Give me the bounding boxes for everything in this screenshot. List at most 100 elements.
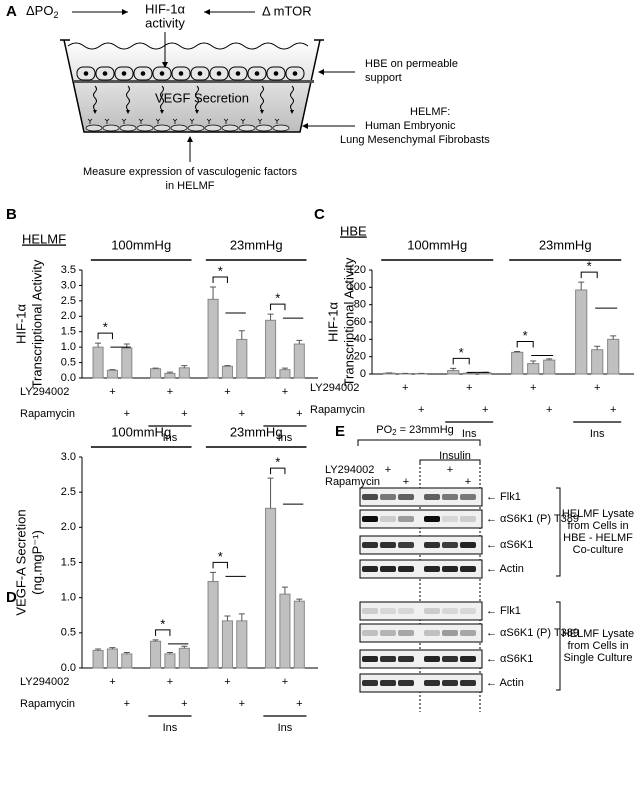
error-bar xyxy=(296,598,303,602)
group-label: HBE - HELMF xyxy=(563,532,633,544)
band xyxy=(362,566,378,572)
error-bar xyxy=(514,350,521,353)
fibroblast xyxy=(102,124,120,132)
condition-mark: + xyxy=(296,408,302,420)
band xyxy=(398,566,414,572)
condition-mark: + xyxy=(124,408,130,420)
band xyxy=(362,542,378,548)
panel-label: D xyxy=(6,589,17,606)
significance-star: * xyxy=(459,345,464,360)
y-tick-label: 1.5 xyxy=(61,556,76,568)
y-tick-label: 3.5 xyxy=(61,264,76,276)
error-bar xyxy=(152,367,159,369)
receptor xyxy=(274,118,280,124)
fibroblast xyxy=(238,124,256,132)
group-label: from Cells in xyxy=(567,640,628,652)
condition-mark: + xyxy=(296,698,302,710)
condition-mark: + xyxy=(167,676,173,688)
panel-label: A xyxy=(6,3,17,20)
band-label: ← αS6K1 xyxy=(486,539,533,551)
hif-text: activity xyxy=(145,15,185,30)
bar xyxy=(591,349,604,375)
band xyxy=(460,494,476,500)
hbe-cells xyxy=(76,66,305,81)
group-label: Co-culture xyxy=(573,544,624,556)
y-axis-label: HIF-1α xyxy=(13,304,28,345)
bracket xyxy=(357,439,481,446)
bracket xyxy=(419,459,481,463)
band xyxy=(380,566,396,572)
bar xyxy=(293,343,305,379)
y-tick-label: 40 xyxy=(354,333,366,345)
bracket xyxy=(556,487,561,691)
band xyxy=(380,494,396,500)
condition-mark: + xyxy=(418,404,424,416)
band xyxy=(460,630,476,636)
po2-text: ΔPO2 xyxy=(26,3,58,20)
bar xyxy=(265,319,277,379)
secretion-text: VEGF Secretion xyxy=(155,90,249,105)
group-label: HELMF Lysate xyxy=(562,628,634,640)
condition-mark: + xyxy=(282,676,288,688)
band xyxy=(442,608,458,614)
squiggle xyxy=(160,85,164,111)
band xyxy=(362,656,378,662)
row-label: Rapamycin xyxy=(20,698,75,710)
band xyxy=(460,680,476,686)
band xyxy=(460,656,476,662)
y-tick-label: 0.5 xyxy=(61,627,76,639)
bar xyxy=(511,351,524,375)
band xyxy=(362,516,378,522)
arrowhead xyxy=(260,110,264,114)
nucleus xyxy=(216,71,222,76)
error-bar xyxy=(166,652,173,654)
error-bar xyxy=(181,645,188,649)
y-tick-label: 3.0 xyxy=(61,279,76,291)
error-bar xyxy=(530,360,537,364)
condition-mark: + xyxy=(109,676,115,688)
significance-star: * xyxy=(218,549,223,564)
error-bar xyxy=(224,365,231,367)
significance-bracket xyxy=(270,303,286,311)
error-bar xyxy=(181,365,188,368)
y-axis-label: HIF-1α xyxy=(325,302,340,343)
y-tick-label: 80 xyxy=(354,299,366,311)
band xyxy=(380,656,396,662)
bar xyxy=(207,298,219,379)
condition-mark: + xyxy=(109,386,115,398)
bar xyxy=(463,372,476,375)
band xyxy=(424,566,440,572)
nucleus xyxy=(159,71,165,76)
bar xyxy=(279,593,291,669)
arrowhead xyxy=(122,9,128,15)
chart: B HELMF HIF-1α Transcriptional Activity 0.0 0… xyxy=(6,206,318,444)
receptor xyxy=(155,118,161,124)
error-bar xyxy=(267,477,274,509)
group-label: 100mmHg xyxy=(111,424,171,439)
band xyxy=(424,608,440,614)
ins-label: Ins xyxy=(163,432,178,444)
significance-star: * xyxy=(103,320,108,335)
blot-strip xyxy=(359,623,483,643)
squiggle xyxy=(290,85,294,111)
y-tick-label: 0.0 xyxy=(61,662,76,674)
bar xyxy=(236,338,248,379)
helmf-text: Lung Mesenchymal Fibrobasts xyxy=(340,134,490,146)
bar xyxy=(178,367,190,379)
bar xyxy=(447,370,460,375)
fibroblast xyxy=(170,124,188,132)
bar xyxy=(607,338,620,375)
y-axis-label: (ng.mgP⁻¹) xyxy=(29,530,44,595)
error-bar xyxy=(210,286,217,300)
well xyxy=(63,39,321,133)
arrowhead xyxy=(302,123,308,129)
bar xyxy=(178,647,190,669)
error-bar xyxy=(296,339,303,345)
blot-strip xyxy=(359,535,483,555)
condition-mark: + xyxy=(124,698,130,710)
y-tick-label: 1.5 xyxy=(61,326,76,338)
row-label: Rapamycin xyxy=(20,408,75,420)
condition-mark: + xyxy=(465,476,471,488)
